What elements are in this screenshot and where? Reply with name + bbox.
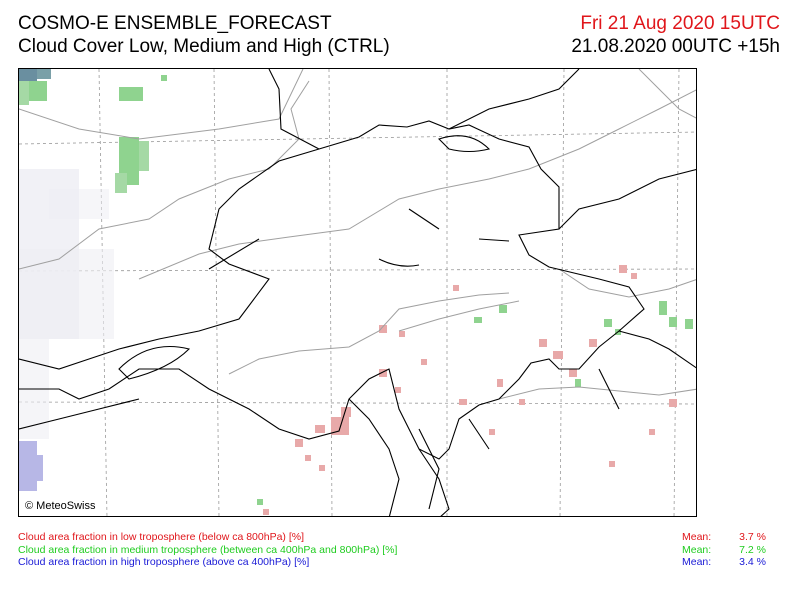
legend-label: Cloud area fraction in medium tropospher… — [18, 543, 398, 556]
mean-label: Mean: — [682, 531, 712, 543]
grid-line — [213, 69, 220, 516]
title-block-left: COSMO-E ENSEMBLE_FORECAST Cloud Cover Lo… — [18, 12, 390, 58]
map-frame — [18, 68, 697, 517]
mean-value: 7.2 % — [739, 543, 766, 556]
legend-mean: Mean: 7.2 % — [682, 544, 766, 557]
valid-time: Fri 21 Aug 2020 15UTC — [580, 13, 780, 34]
mean-value: 3.4 % — [739, 556, 766, 568]
model-title: COSMO-E ENSEMBLE_FORECAST — [18, 13, 332, 34]
mean-label: Mean: — [682, 556, 712, 568]
lake-lucerne — [378, 258, 420, 267]
grid-line — [328, 69, 333, 516]
run-time: 21.08.2020 00UTC +15h — [571, 36, 780, 57]
legend-row-high: Cloud area fraction in high troposphere … — [18, 556, 782, 569]
mean-value: 3.7 % — [739, 531, 766, 543]
lake-geneva — [118, 345, 191, 380]
legend: Cloud area fraction in low troposphere (… — [18, 531, 782, 569]
grid-line — [19, 131, 696, 145]
grid-line — [19, 401, 696, 405]
lake-neuchatel — [208, 238, 260, 270]
lake-garda — [598, 368, 620, 410]
high-cloud-dense — [19, 441, 43, 491]
lakes — [118, 135, 620, 510]
high-cloud-field — [19, 169, 114, 439]
title-block-right: Fri 21 Aug 2020 15UTC 21.08.2020 00UTC +… — [571, 12, 780, 58]
medium-cloud-field — [19, 69, 693, 505]
lake-thun — [478, 238, 510, 242]
lake-como — [468, 418, 490, 450]
legend-label: Cloud area fraction in low troposphere (… — [18, 531, 304, 543]
grid-line — [19, 268, 696, 272]
product-title: Cloud Cover Low, Medium and High (CTRL) — [18, 36, 390, 57]
legend-row-medium: Cloud area fraction in medium tropospher… — [18, 544, 782, 557]
legend-mean: Mean: 3.4 % — [682, 556, 766, 569]
legend-row-low: Cloud area fraction in low troposphere (… — [18, 531, 782, 544]
grid-line — [673, 69, 680, 516]
low-cloud-field — [263, 265, 677, 515]
grid-line — [559, 69, 565, 516]
copyright-label: © MeteoSwiss — [23, 500, 98, 512]
lat-lon-grid — [19, 69, 696, 516]
lake-maggiore — [418, 428, 440, 510]
regional-boundaries — [19, 69, 696, 400]
lake-constance — [437, 135, 491, 153]
legend-mean: Mean: 3.7 % — [682, 531, 766, 544]
legend-label: Cloud area fraction in high troposphere … — [18, 556, 310, 568]
country-borders — [19, 69, 696, 516]
map-canvas — [19, 69, 696, 516]
mean-label: Mean: — [682, 543, 712, 556]
lake-zurich — [408, 208, 440, 230]
